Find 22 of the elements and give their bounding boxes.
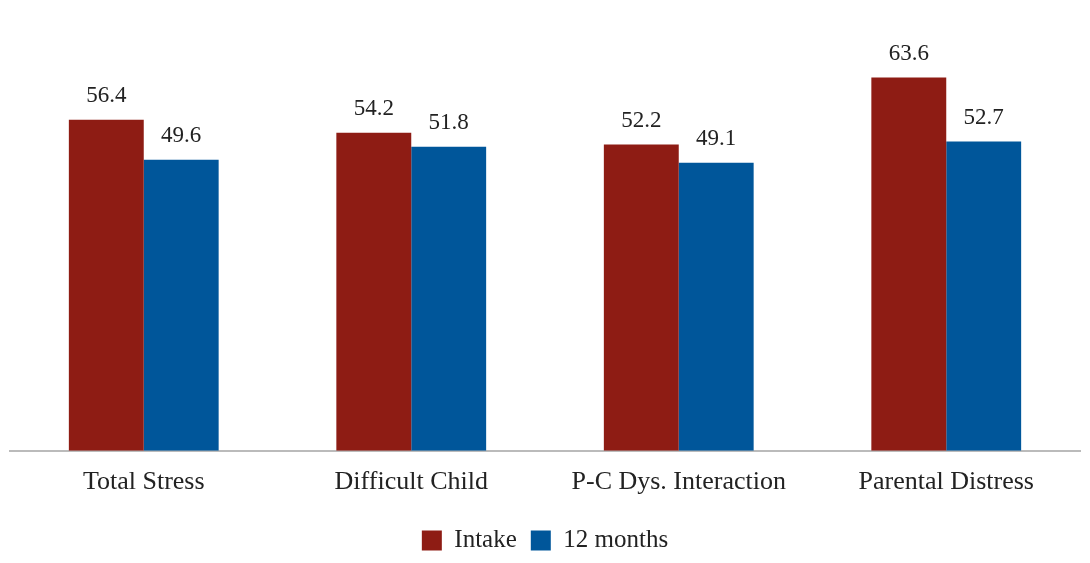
bar: [336, 132, 412, 451]
bar: [143, 159, 219, 451]
data-label: 63.6: [888, 40, 929, 66]
bar: [68, 119, 144, 451]
x-tick-label: Total Stress: [82, 466, 205, 496]
legend-label: Intake: [454, 525, 517, 553]
data-label: 52.7: [963, 104, 1004, 130]
data-label: 51.8: [428, 109, 469, 135]
bar: [678, 162, 754, 451]
data-label: 49.6: [161, 122, 202, 148]
data-label: 49.1: [696, 125, 737, 151]
x-tick-label: Parental Distress: [858, 466, 1034, 496]
bar: [603, 144, 679, 451]
data-label: 52.2: [621, 107, 662, 133]
bar: [411, 146, 487, 451]
bar: [946, 141, 1022, 451]
data-label: 56.4: [86, 82, 127, 108]
x-tick-label: P-C Dys. Interaction: [571, 466, 786, 496]
bar: [871, 77, 947, 451]
legend-label: 12 months: [563, 525, 669, 553]
x-tick-label: Difficult Child: [334, 466, 488, 496]
data-label: 54.2: [353, 95, 394, 121]
